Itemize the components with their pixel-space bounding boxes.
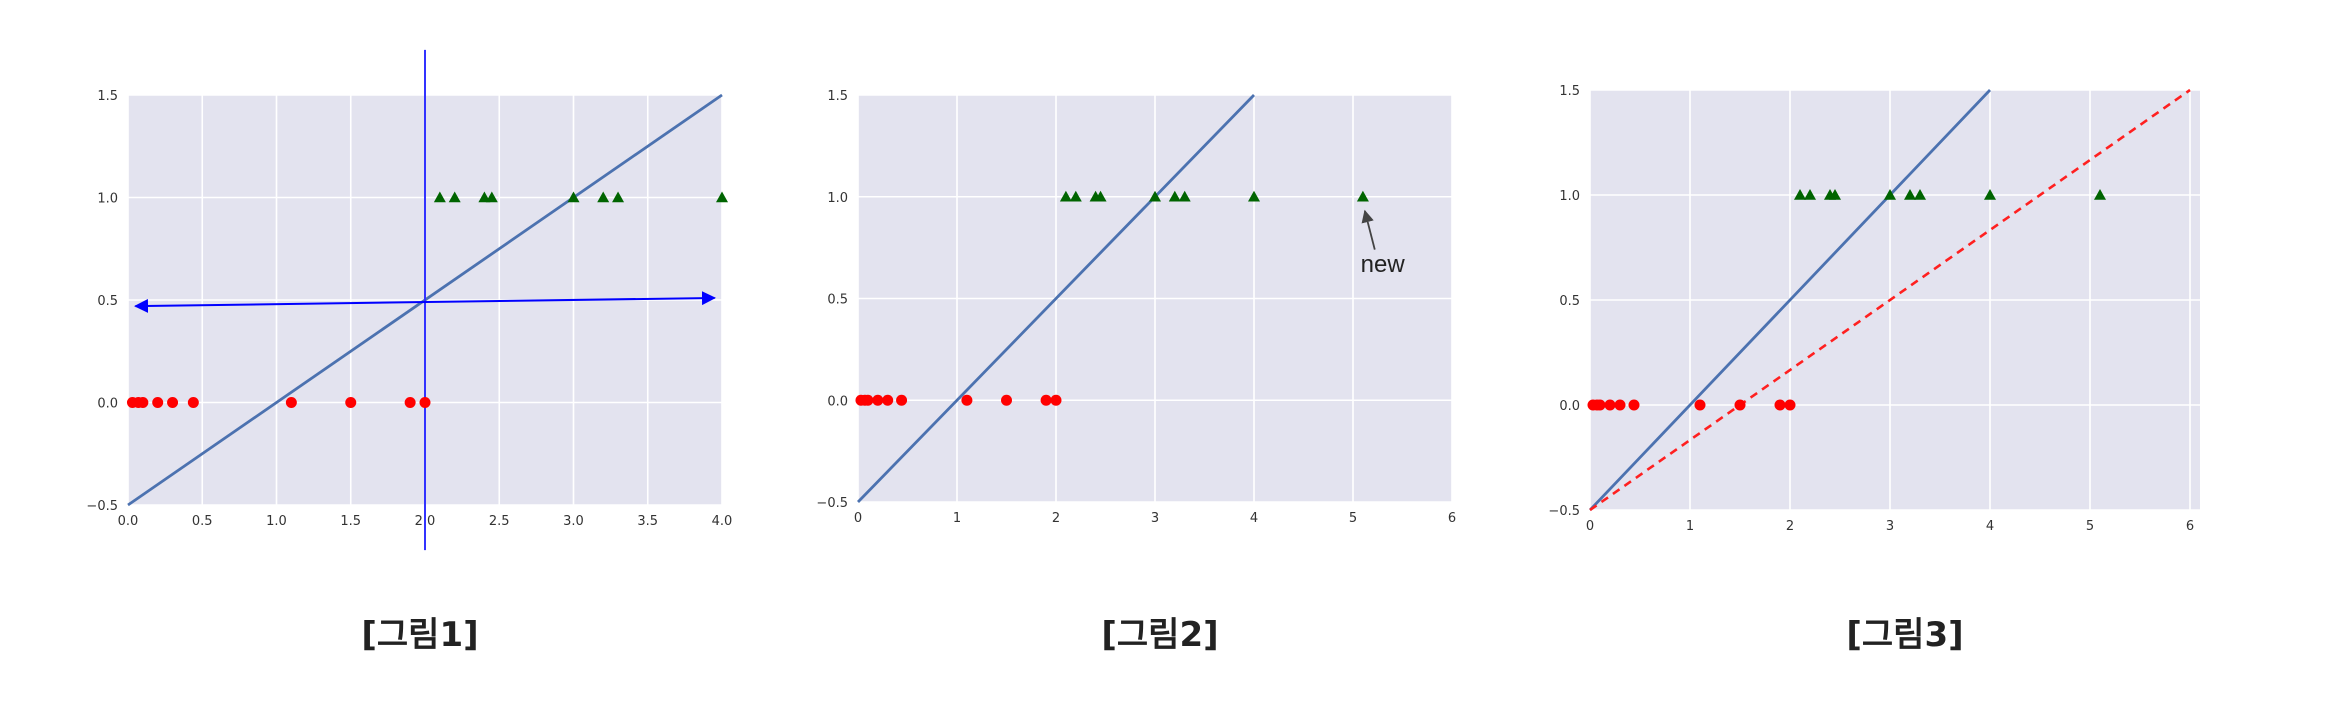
x-tick-label: 6 [1448,511,1456,526]
data-point-circle [1628,399,1640,411]
x-tick-label: 1 [1686,519,1694,534]
data-point-circle [285,397,297,408]
data-point-circle [862,394,874,406]
x-tick-label: 4 [1250,511,1258,526]
data-point-triangle [1069,190,1082,202]
data-point-triangle [1149,190,1161,202]
data-point-triangle [1829,189,1841,200]
annotation-label: new [1361,251,1406,278]
x-tick-label: 4.0 [712,514,733,529]
data-point-circle [872,394,884,406]
chart-panel-2: 0 1 2 3 4 5 6 1.5 1.0 0.5 0.0 −0.5 new [그림2] [816,89,1456,655]
x-tick-label: 1 [953,511,961,526]
y-tick-label: 1.5 [827,89,848,104]
data-point-triangle [1884,189,1896,200]
data-point-triangle [1178,190,1191,202]
x-tick-label: 6 [2186,519,2194,534]
figure-caption: [그림3] [1846,615,1963,655]
x-tick-label: 3.0 [563,514,584,529]
y-tick-label: 0.5 [97,294,118,309]
y-tick-label: 0.0 [97,397,118,412]
data-point-circle [167,397,179,408]
data-point-triangle [1984,189,1996,200]
data-point-circle [152,397,164,408]
data-point-circle [1594,399,1606,411]
boundary-line [1588,89,1992,511]
data-point-triangle [433,191,446,203]
x-tick-label: 2.5 [489,514,510,529]
x-tick-label: 0.0 [118,514,139,529]
data-point-circle [1040,394,1052,406]
chart-panel-3: 0 1 2 3 4 5 6 1.5 1.0 0.5 0.0 −0.5 [그림3] [1548,84,2200,655]
data-point-triangle [1904,189,1916,200]
figure-caption: [그림1] [361,615,478,655]
data-point-triangle [1094,190,1107,202]
chart-panel-1: 0.00.51.01.52.02.53.03.54.01.51.00.50.0−… [86,49,733,655]
data-point-triangle [597,191,610,203]
data-point-circle [1050,394,1062,406]
dashed-boundary-line [1589,88,2191,512]
boundary-line [856,94,1256,503]
y-tick-label: −0.5 [816,496,848,511]
figure-caption: [그림2] [1101,615,1218,655]
data-point-circle [1614,399,1626,411]
x-tick-label: 3.5 [637,514,658,529]
data-point-triangle [1059,190,1072,202]
data-point-triangle [567,191,580,203]
y-tick-label: 0.0 [827,394,848,409]
double-arrow [134,291,716,313]
y-tick-label: 0.5 [1559,294,1580,309]
data-point-triangle [1794,189,1806,200]
data-point-circle [1001,394,1012,406]
x-tick-label: 5 [1349,511,1357,526]
x-tick-label: 2 [1052,511,1060,526]
data-point-triangle [612,191,625,203]
x-tick-label: 3 [1151,511,1159,526]
data-point-circle [1784,399,1796,411]
data-point-triangle [2094,189,2106,200]
data-point-circle [1734,399,1746,411]
data-point-circle [404,397,416,408]
data-point-triangle [716,191,728,203]
x-tick-label: 0 [1586,519,1594,534]
data-point-circle [345,397,357,408]
y-tick-label: 1.5 [1559,84,1580,99]
y-tick-label: 1.0 [827,191,848,206]
data-point-circle [1604,399,1616,411]
x-tick-label: 3 [1886,519,1894,534]
x-tick-label: 0.5 [192,514,213,529]
y-tick-label: 1.5 [97,89,118,104]
x-tick-label: 2 [1786,519,1794,534]
x-tick-label: 1.0 [266,514,287,529]
data-point-circle [137,397,149,408]
data-point-triangle [1356,190,1369,202]
y-tick-label: 0.5 [827,293,848,308]
x-tick-label: 5 [2086,519,2094,534]
data-point-triangle [1168,190,1181,202]
data-point-circle [961,394,973,406]
data-point-triangle [1248,190,1260,202]
y-tick-label: 0.0 [1559,399,1580,414]
y-tick-label: 1.0 [1559,189,1580,204]
data-point-triangle [1804,189,1816,200]
data-point-circle [1694,399,1706,411]
data-point-circle [882,394,894,406]
data-point-circle [187,397,199,408]
data-point-triangle [448,191,461,203]
data-point-circle [896,394,908,406]
y-tick-label: −0.5 [1548,504,1580,519]
data-point-circle [419,397,431,408]
x-tick-label: 1.5 [340,514,361,529]
y-tick-label: 1.0 [97,192,118,207]
data-point-triangle [485,191,498,203]
x-tick-label: 0 [854,511,862,526]
x-tick-label: 4 [1986,519,1994,534]
data-point-triangle [1914,189,1926,200]
data-point-circle [1774,399,1786,411]
y-tick-label: −0.5 [86,499,118,514]
annotation-arrow [1361,209,1376,250]
